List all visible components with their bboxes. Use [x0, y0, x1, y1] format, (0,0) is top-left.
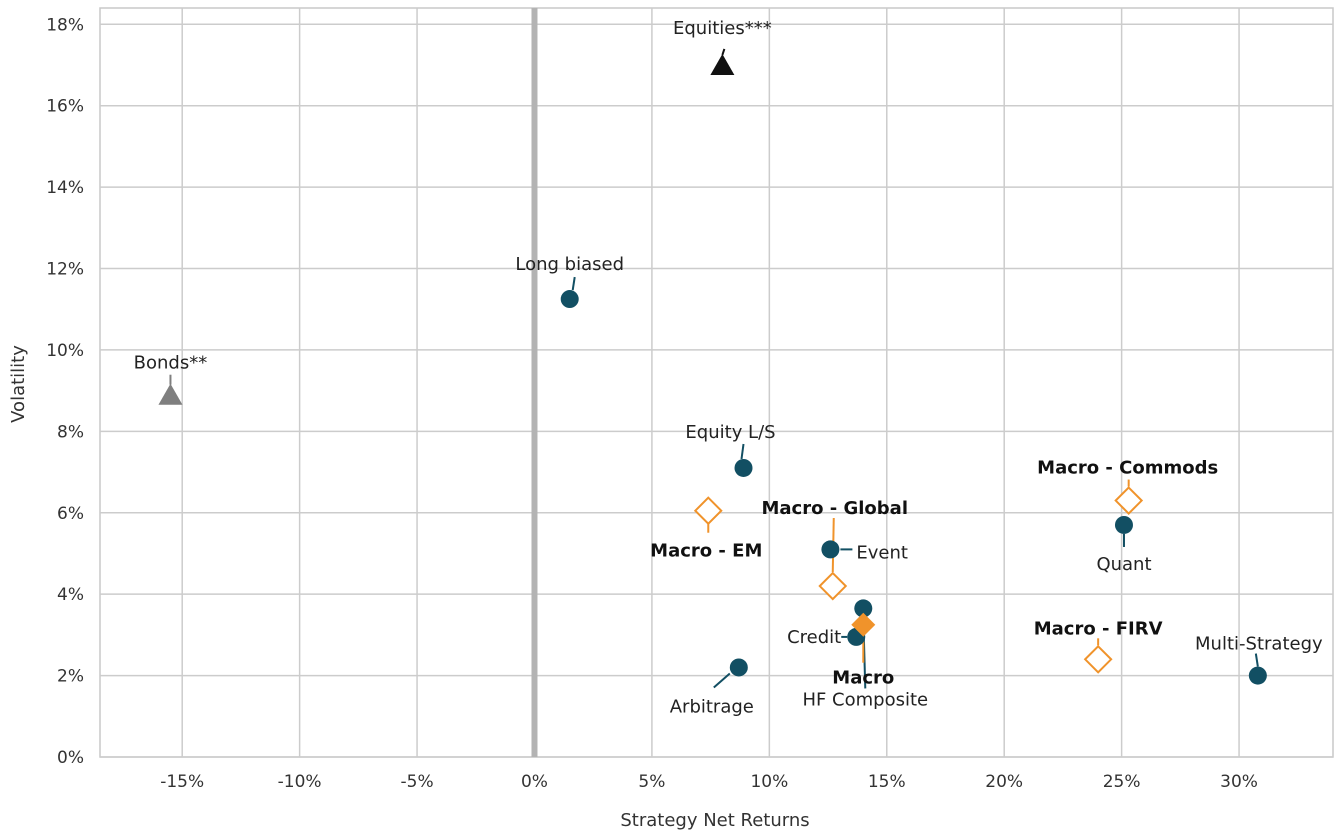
leader-line-long-biased [571, 276, 576, 291]
x-tick-label: 0% [521, 772, 548, 792]
y-tick-label: 2% [57, 667, 84, 687]
x-tick-label: 15% [868, 772, 906, 792]
x-tick-label: -10% [278, 772, 322, 792]
point-macro-firv [1083, 644, 1113, 674]
grid [99, 7, 1334, 758]
x-axis-title: Strategy Net Returns [620, 810, 809, 831]
leader-line-multi-strategy [1254, 653, 1259, 667]
point-macro-global [818, 571, 848, 601]
point-long-biased [560, 290, 579, 309]
x-tick-label: 30% [1220, 772, 1258, 792]
label-arbitrage: Arbitrage [670, 696, 754, 717]
label-macro: Macro [832, 668, 894, 689]
point-macro-em [693, 496, 723, 526]
y-axis-title: Volatility [8, 345, 29, 423]
y-tick-label: 6% [57, 504, 84, 524]
label-macro-em: Macro - EM [650, 541, 762, 562]
label-macro-commods: Macro - Commods [1037, 458, 1218, 479]
label-bonds: Bonds** [134, 353, 208, 374]
data-markers [158, 53, 1267, 685]
x-tick-label: 25% [1103, 772, 1141, 792]
plot-frame [99, 7, 1334, 758]
y-tick-label: 8% [57, 422, 84, 442]
point-macro-commods [1114, 486, 1144, 515]
label-macro-global: Macro - Global [762, 498, 909, 519]
point-multi-strategy [1248, 666, 1267, 685]
x-tick-label: 20% [985, 772, 1023, 792]
y-tick-label: 16% [46, 97, 84, 117]
point-equities [710, 53, 735, 75]
y-tick-label: 18% [46, 15, 84, 35]
label-leader-lines [169, 48, 1259, 689]
label-equities: Equities*** [673, 18, 772, 39]
point-hf-composite [854, 599, 873, 618]
y-tick-label: 14% [46, 178, 84, 198]
y-tick-label: 10% [46, 341, 84, 361]
label-equity-l-s: Equity L/S [685, 422, 775, 443]
label-credit: Credit [787, 627, 841, 648]
y-tick-label: 12% [46, 260, 84, 280]
point-bonds [158, 383, 183, 405]
data-labels: Long biased Equity L/S Event Quant Credit HF … [134, 18, 1323, 717]
leader-line-arbitrage [713, 672, 731, 689]
tick-labels: -15% -10% -5% 0% 5% 10% 15% 20% 25% 30% 0% 2% 4% 6% 8%… [46, 15, 1258, 792]
y-tick-label: 0% [57, 748, 84, 768]
x-tick-label: 10% [750, 772, 788, 792]
label-long-biased: Long biased [515, 254, 624, 275]
x-tick-label: -5% [401, 772, 434, 792]
point-arbitrage [729, 658, 748, 677]
point-macro [851, 612, 876, 637]
point-event [821, 540, 840, 559]
y-tick-label: 4% [57, 585, 84, 605]
x-tick-label: 5% [638, 772, 665, 792]
leader-line-equities [721, 48, 726, 56]
label-quant: Quant [1096, 554, 1151, 575]
label-event: Event [856, 542, 908, 563]
x-tick-label: -15% [160, 772, 204, 792]
leader-line-equity-l-s [740, 443, 745, 460]
point-equity-l-s [734, 458, 753, 477]
label-macro-firv: Macro - FIRV [1034, 618, 1163, 639]
label-multi-strategy: Multi-Strategy [1195, 634, 1323, 655]
point-quant [1114, 515, 1133, 534]
label-hf-composite: HF Composite [802, 689, 928, 710]
